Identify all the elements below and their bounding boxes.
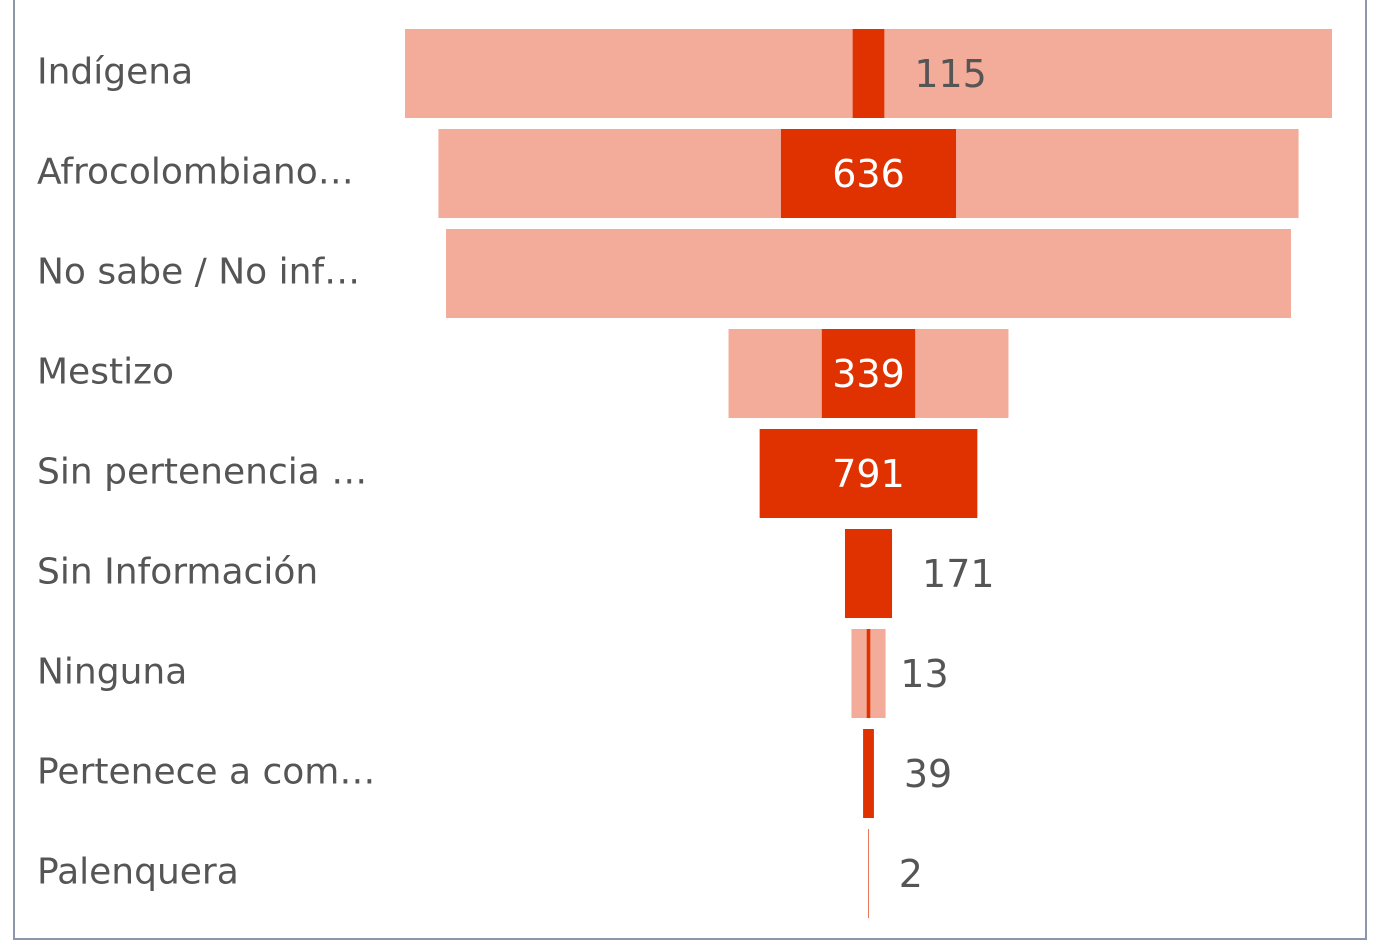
funnel-bar <box>868 829 869 918</box>
data-label: 115 <box>914 52 987 96</box>
funnel-bar <box>863 729 874 818</box>
category-label: Sin Información <box>37 552 318 593</box>
category-label: No sabe / No inf… <box>37 252 360 293</box>
funnel-bar <box>852 29 885 118</box>
category-label: Mestizo <box>37 352 174 393</box>
data-label: 39 <box>904 752 952 796</box>
category-label: Sin pertenencia … <box>37 452 367 493</box>
data-label: 791 <box>832 452 905 496</box>
funnel-bar <box>844 529 893 618</box>
data-label: 2 <box>899 852 923 896</box>
funnel-bar <box>821 329 916 418</box>
frame <box>13 0 1367 940</box>
data-label: 171 <box>922 552 995 596</box>
funnel-bar <box>866 629 871 718</box>
category-label: Indígena <box>37 52 193 93</box>
category-label: Palenquera <box>37 852 239 893</box>
category-label: Pertenece a com… <box>37 752 375 793</box>
funnel-bar <box>446 229 1291 318</box>
funnel-bar <box>759 429 978 518</box>
category-label: Afrocolombiano… <box>37 152 354 193</box>
data-label: 13 <box>900 652 948 696</box>
data-label: 339 <box>832 352 905 396</box>
data-label: 636 <box>832 152 905 196</box>
funnel-bar <box>780 129 957 218</box>
category-label: Ninguna <box>37 652 187 693</box>
